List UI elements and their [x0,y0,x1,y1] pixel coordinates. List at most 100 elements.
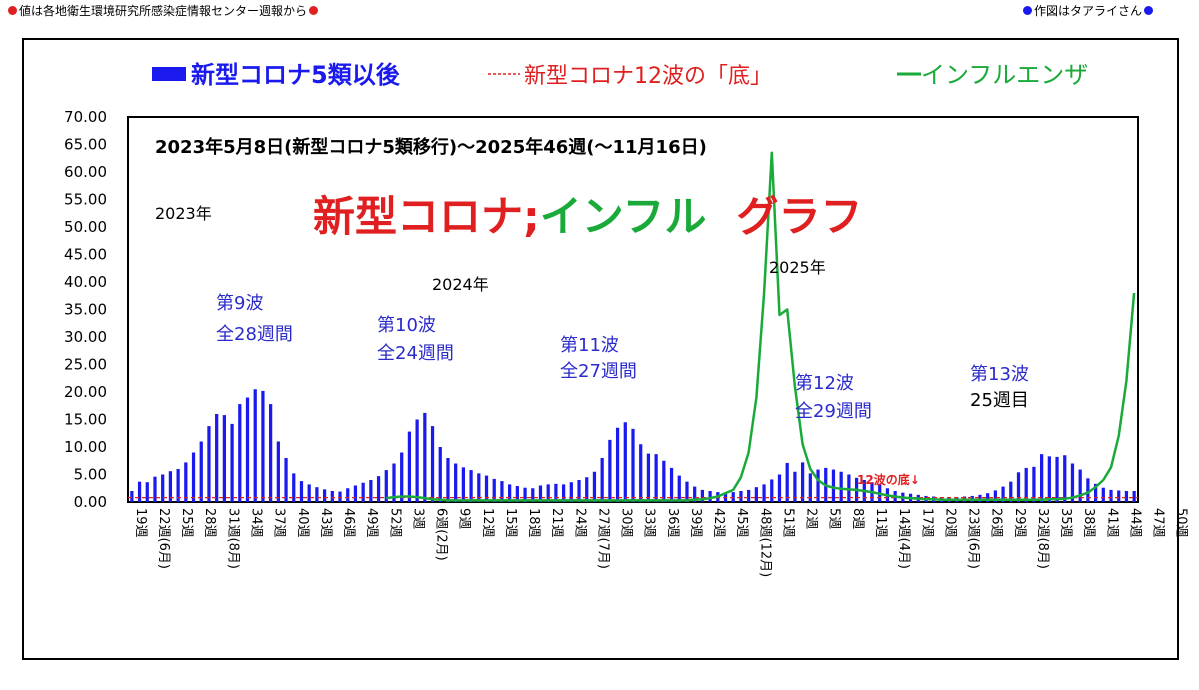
covid-bar [338,491,342,502]
x-tick-label: 38週 [1081,508,1096,538]
covid-bar [800,462,805,502]
covid-bar [546,484,550,502]
x-tick-label: 27週(7月) [596,508,611,569]
covid-bar [207,426,211,502]
x-tick-label: 5週 [827,508,842,529]
x-tick-label: 48週(12月) [757,508,772,577]
covid-bar [770,479,774,502]
covid-bar [608,439,612,502]
big-title-red: 新型コロナ; [313,192,540,241]
covid-bar [446,458,450,502]
covid-bar [816,469,820,502]
x-tick-label: 25週 [179,508,194,538]
wave11-title: 第11波 [560,335,619,356]
covid-bar [600,458,604,502]
x-axis-labels: 19週 22週(6月) 25週 28週 31週(8月) 34週 37週 40週 43週 46週 49… [133,508,1189,577]
x-tick-label: 49週 [364,508,379,538]
covid-bar [515,486,519,502]
covid-bar [454,463,458,502]
covid-bar [500,481,504,502]
covid-bar [631,428,635,502]
covid-bar [754,487,758,502]
y-tick-label: 5.00 [74,466,107,484]
covid-bar [430,426,435,502]
source-note-text: 値は各地衛生環境研究所感染症情報センター週報から [19,4,308,18]
covid-bar [392,463,396,502]
covid-bar [423,412,427,502]
x-tick-label: 11週 [873,508,888,538]
covid-bar [615,427,620,502]
x-tick-label: 23週(6月) [966,508,981,569]
covid-bar [677,475,681,502]
covid-bar [523,487,527,502]
y-tick-label: 45.00 [64,246,107,264]
covid-bar [176,469,180,502]
covid-bar [407,431,412,502]
x-tick-label: 3週 [410,508,425,529]
x-tick-label: 24週 [572,508,587,538]
covid-bar [315,487,319,502]
covid-bar [1063,455,1067,502]
covid-bar [484,475,489,502]
covid-bar [1078,469,1082,502]
covid-bar [1093,483,1098,502]
covid-bar [477,473,481,502]
covid-bar [238,404,242,502]
legend-flu-label: インフルエンザ [921,61,1088,89]
x-tick-label: 52週 [387,508,402,538]
x-tick-label: 39週 [688,508,703,538]
x-tick-label: 22週(6月) [156,508,171,569]
wave13-duration: 25週目 [970,390,1029,411]
covid-bar [269,404,273,502]
blue-dot-icon [1022,6,1032,15]
covid-bar [747,489,751,502]
covid-bar [1124,491,1129,502]
x-tick-label: 20週 [942,508,957,538]
covid-bar [662,460,666,502]
big-title-green: インフル [540,192,707,241]
y-axis-ticks: 0.00 5.00 10.00 15.00 20.00 25.00 30.00 35.00 40… [64,108,107,511]
author-note: 作図はタアライさん [1021,4,1155,18]
covid-bar [986,493,990,502]
covid-bar [993,490,997,502]
y-tick-label: 35.00 [64,301,107,319]
covid-bar [554,483,558,502]
covid-bar [400,452,404,502]
wave9-duration: 全28週間 [216,324,293,345]
wave10-title: 第10波 [377,315,436,336]
covid-bar [284,458,288,502]
covid-bar [292,473,296,502]
author-note-text: 作図はタアライさん [1033,4,1142,18]
covid-bar [639,444,643,502]
year-label-2023: 2023年 [155,204,212,223]
covid-bar [561,484,566,502]
covid-bar [700,489,705,502]
x-tick-label: 37週 [272,508,287,538]
x-tick-label: 35週 [1058,508,1073,538]
x-tick-label: 30週 [619,508,634,538]
legend-covid-swatch [152,67,186,81]
covid-bar [322,489,327,502]
covid-bar [346,488,350,502]
covid-bar [161,474,165,502]
covid-bar [215,414,219,502]
covid-bar [785,462,789,502]
covid-bar [839,471,843,502]
x-tick-label: 46週 [341,508,356,538]
covid-bar [261,390,265,502]
x-tick-label: 47週 [1151,508,1166,538]
covid-bar [508,484,512,502]
red-dot-icon [8,6,17,15]
y-tick-label: 65.00 [64,136,107,154]
covid-bar [531,488,535,502]
big-title-red2: グラフ [737,192,863,241]
covid-bar [1009,481,1013,502]
blue-dot-icon [1144,6,1153,15]
covid-bar [654,454,658,502]
legend-covid-label: 新型コロナ5類以後 [191,61,401,89]
x-tick-label: 50週 [1174,508,1189,538]
y-tick-label: 15.00 [64,411,107,429]
x-tick-label: 26週 [989,508,1004,538]
covid-bar [831,469,836,502]
